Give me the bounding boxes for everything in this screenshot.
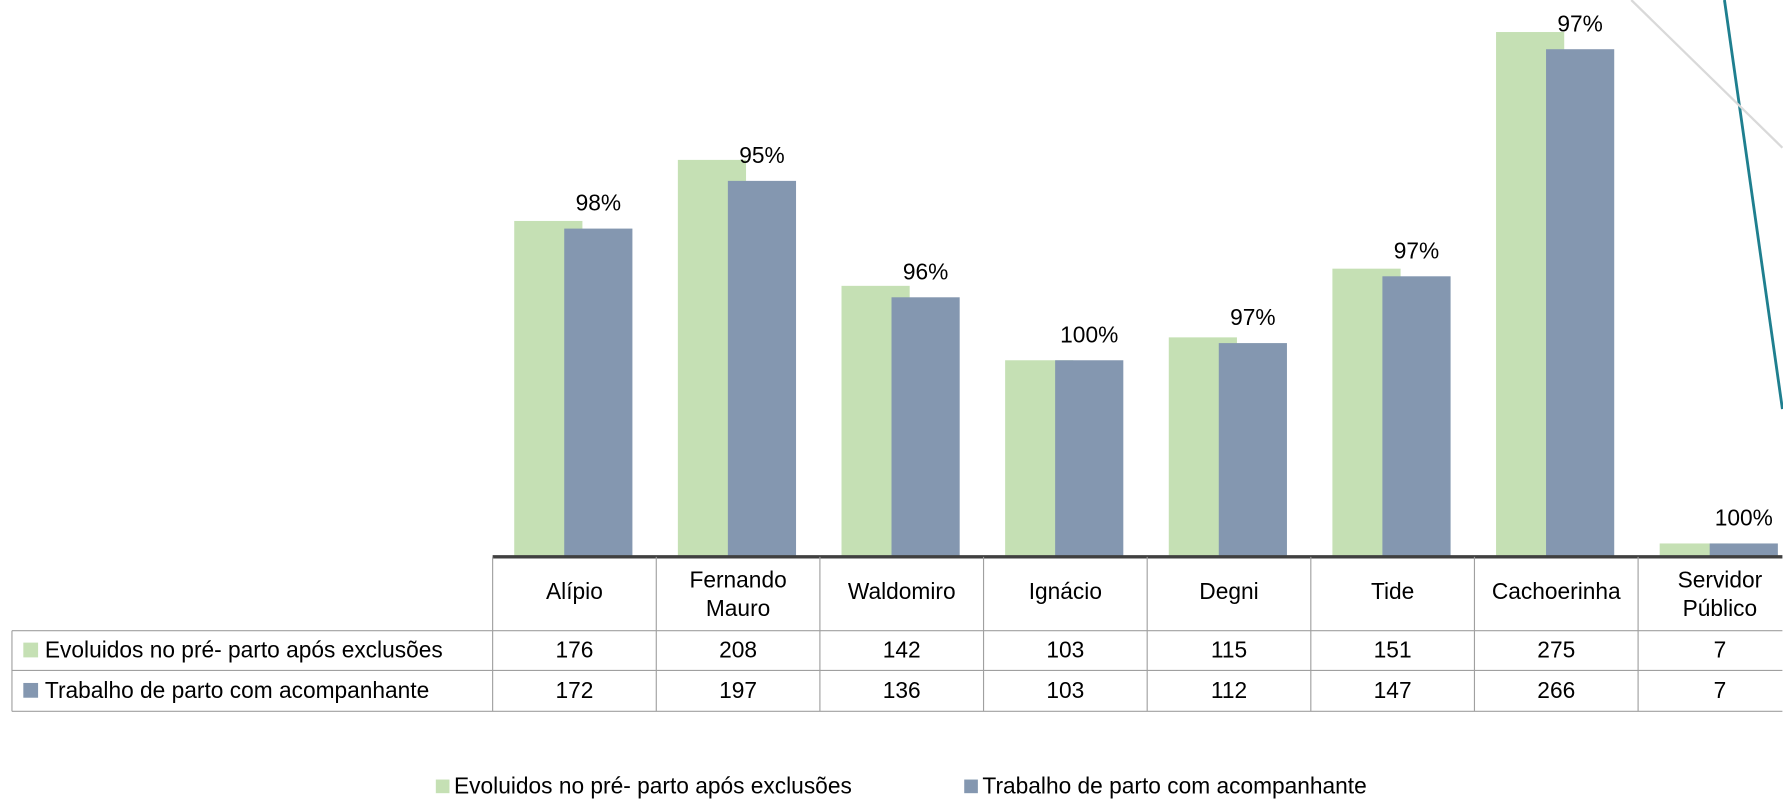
bar <box>1546 49 1615 557</box>
bar <box>1709 543 1778 557</box>
table-value: 197 <box>719 677 757 703</box>
table-value: 103 <box>1046 637 1084 663</box>
category-text: Degni <box>1199 578 1258 604</box>
table-value: 151 <box>1374 637 1412 663</box>
data-label: 100% <box>1060 321 1118 347</box>
data-label: 97% <box>1557 10 1602 36</box>
category-label: Fernando Mauro <box>689 567 787 622</box>
legend-label: Trabalho de parto com acompanhante <box>982 773 1366 799</box>
bar <box>1218 343 1287 557</box>
table-value: 172 <box>556 677 594 703</box>
category-text: Cachoerinha <box>1492 578 1621 604</box>
bar <box>891 297 960 557</box>
bar <box>727 180 797 557</box>
legend-key <box>964 779 978 794</box>
data-label: 97% <box>1230 304 1275 330</box>
data-label: 100% <box>1715 505 1773 531</box>
table-value: 115 <box>1211 637 1247 663</box>
bar <box>1382 276 1451 557</box>
category-text: Ignácio <box>1029 578 1102 604</box>
decor-line <box>1723 0 1783 410</box>
category-text: Waldomiro <box>848 578 956 604</box>
category-label: Tide <box>1371 578 1414 604</box>
data-label: 95% <box>739 142 784 168</box>
category-label: Alípio <box>546 578 603 604</box>
data-label: 96% <box>903 258 948 284</box>
table-value: 275 <box>1537 637 1575 663</box>
table-row-label: Evoluidos no pré- parto após exclusões <box>45 637 443 663</box>
legend-key <box>435 779 450 794</box>
bar <box>564 228 633 557</box>
legend-key <box>23 682 39 698</box>
data-label: 98% <box>576 190 621 216</box>
category-cell: Fernando Mauro <box>689 567 787 622</box>
table-value: 103 <box>1046 677 1084 703</box>
table-value: 136 <box>883 677 921 703</box>
table-value: 176 <box>556 637 594 663</box>
category-label: Servidor Público <box>1677 567 1763 622</box>
legend-label: Evoluidos no pré- parto após exclusões <box>454 773 852 799</box>
decor-line <box>1630 0 1783 149</box>
table-value: 112 <box>1211 677 1247 703</box>
table-value: 7 <box>1714 637 1727 663</box>
category-text: Alípio <box>546 578 603 604</box>
bar <box>1055 360 1124 557</box>
category-label: Degni <box>1199 578 1258 604</box>
table-row-label: Trabalho de parto com acompanhante <box>45 677 429 703</box>
category-label: Ignácio <box>1029 578 1102 604</box>
category-label: Waldomiro <box>848 578 956 604</box>
legend-key <box>23 642 39 658</box>
data-label: 97% <box>1394 237 1439 263</box>
table-value: 7 <box>1714 677 1727 703</box>
table-value: 147 <box>1374 677 1412 703</box>
category-cell: Servidor Público <box>1677 567 1763 622</box>
category-label: Cachoerinha <box>1492 578 1621 604</box>
table-value: 266 <box>1537 677 1575 703</box>
table-value: 142 <box>883 637 921 663</box>
table-value: 208 <box>719 637 757 663</box>
category-text: Tide <box>1371 578 1414 604</box>
